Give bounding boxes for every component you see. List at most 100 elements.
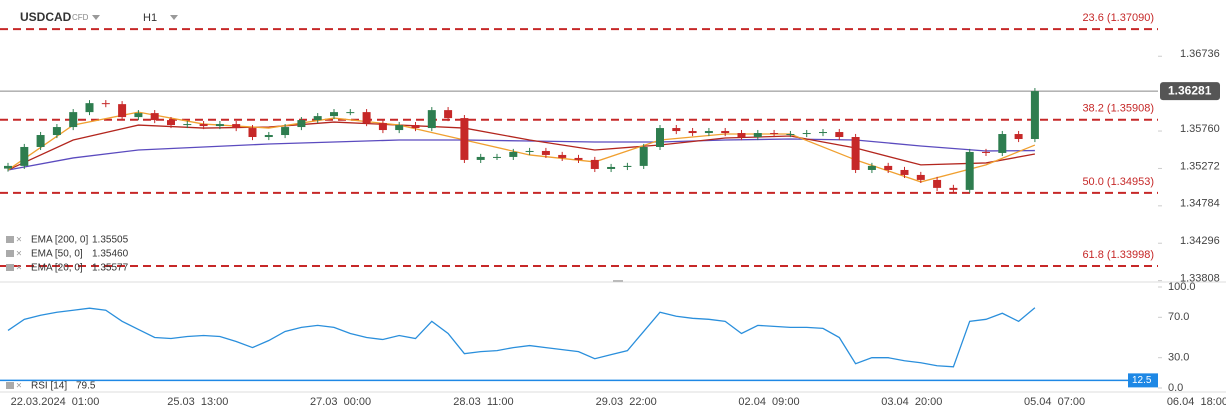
candle-body xyxy=(232,124,241,129)
candle-body xyxy=(607,166,616,169)
rsi-marker-label: 12.5 xyxy=(1132,375,1152,386)
candle-body xyxy=(444,110,453,119)
legend-value: 79.5 xyxy=(76,381,96,392)
candle-body xyxy=(101,103,110,105)
candle-body xyxy=(982,151,990,153)
candle-body xyxy=(672,128,681,132)
candle-body xyxy=(313,116,322,121)
symbol[interactable]: USDCAD xyxy=(20,10,72,24)
rsi-line xyxy=(7,307,1036,368)
candle-body xyxy=(264,135,273,138)
candle-body xyxy=(378,123,387,131)
candle-body xyxy=(85,103,94,113)
candle-body xyxy=(656,128,664,147)
resize-handle[interactable] xyxy=(613,280,623,282)
legend-close: × xyxy=(16,249,22,260)
candle-body xyxy=(167,120,175,126)
candle-body xyxy=(819,132,827,134)
instrument-kind: CFD xyxy=(72,13,89,22)
x-tick-label: 03.04 20:00 xyxy=(881,396,942,408)
candle-body xyxy=(460,118,469,160)
candle-body xyxy=(395,125,404,131)
candle-body xyxy=(998,134,1007,153)
x-tick-label: 06.04 18:00 xyxy=(1167,396,1226,408)
candle-body xyxy=(427,110,436,129)
y-tick-label: 1.34784 xyxy=(1180,198,1220,210)
candle-body xyxy=(69,112,78,128)
candle-body xyxy=(639,146,648,166)
candle-body xyxy=(52,127,61,136)
x-tick-label: 25.03 13:00 xyxy=(167,396,228,408)
legend-name: EMA [20, 0] xyxy=(31,263,83,274)
legend-value: 1.35460 xyxy=(92,249,129,260)
candle-body xyxy=(884,165,893,170)
y-tick-label: 0.0 xyxy=(1168,382,1183,394)
candle-body xyxy=(704,131,713,134)
candle-body xyxy=(558,154,567,158)
legend-value: 1.35577 xyxy=(92,263,129,274)
candle-body xyxy=(36,135,45,147)
x-tick-label: 02.04 09:00 xyxy=(738,396,799,408)
candle-body xyxy=(835,132,844,138)
candle-body xyxy=(541,150,550,155)
candle-body xyxy=(933,179,942,188)
legend-icon[interactable] xyxy=(6,250,14,257)
y-tick-label: 1.34296 xyxy=(1180,235,1220,247)
fib-label: 50.0 (1.34953) xyxy=(1082,176,1154,188)
symbol-dropdown[interactable] xyxy=(92,15,100,20)
x-tick-label: 05.04 07:00 xyxy=(1024,396,1085,408)
last-price-label: 1.36281 xyxy=(1168,83,1212,97)
candle-body xyxy=(509,151,518,157)
ema-line xyxy=(7,121,1036,171)
candle-body xyxy=(20,146,29,166)
fib-label: 38.2 (1.35908) xyxy=(1082,103,1154,115)
y-tick-label: 1.35272 xyxy=(1180,160,1220,172)
timeframe-dropdown[interactable] xyxy=(170,15,178,20)
candle-body xyxy=(199,124,208,127)
timeframe[interactable]: H1 xyxy=(143,12,157,24)
candle-body xyxy=(721,131,730,134)
candle-body xyxy=(134,113,143,118)
candle-body xyxy=(802,133,811,135)
x-tick-label: 27.03 00:00 xyxy=(310,396,371,408)
legend-icon[interactable] xyxy=(6,382,14,389)
candle-body xyxy=(297,120,306,128)
candle-body xyxy=(965,151,974,190)
x-tick-label: 22.03.2024 01:00 xyxy=(11,396,100,408)
candle-body xyxy=(867,165,876,170)
candle-body xyxy=(623,165,632,167)
legend-name: EMA [50, 0] xyxy=(31,249,83,260)
candle-body xyxy=(248,128,257,138)
legend-close: × xyxy=(16,235,22,246)
fib-label: 23.6 (1.37090) xyxy=(1082,12,1154,24)
legend-name: RSI [14] xyxy=(31,381,67,392)
candle-body xyxy=(1030,91,1039,140)
legend-value: 1.35505 xyxy=(92,235,129,246)
candle-body xyxy=(851,137,860,170)
candle-body xyxy=(770,133,779,135)
y-tick-label: 1.33808 xyxy=(1180,273,1220,285)
rsi-marker-tag xyxy=(1128,373,1158,388)
candle-body xyxy=(1014,134,1023,140)
y-tick-label: 1.36736 xyxy=(1180,48,1220,60)
candle-body xyxy=(215,124,224,127)
candle-body xyxy=(737,133,746,138)
candle-body xyxy=(183,124,192,126)
legend-icon[interactable] xyxy=(6,236,14,243)
candle-body xyxy=(688,131,697,134)
candle-body xyxy=(346,112,355,114)
candle-body xyxy=(4,165,12,169)
y-tick-label: 1.35760 xyxy=(1180,123,1220,135)
candle-body xyxy=(900,169,909,175)
ema-line xyxy=(7,138,1035,171)
candle-body xyxy=(150,113,159,121)
candle-body xyxy=(590,159,599,169)
legend-icon[interactable] xyxy=(6,264,14,271)
legend-name: EMA [200, 0] xyxy=(31,235,88,246)
x-tick-label: 28.03 11:00 xyxy=(453,396,513,408)
legend-close: × xyxy=(16,263,22,274)
fib-label: 61.8 (1.33998) xyxy=(1082,249,1154,261)
